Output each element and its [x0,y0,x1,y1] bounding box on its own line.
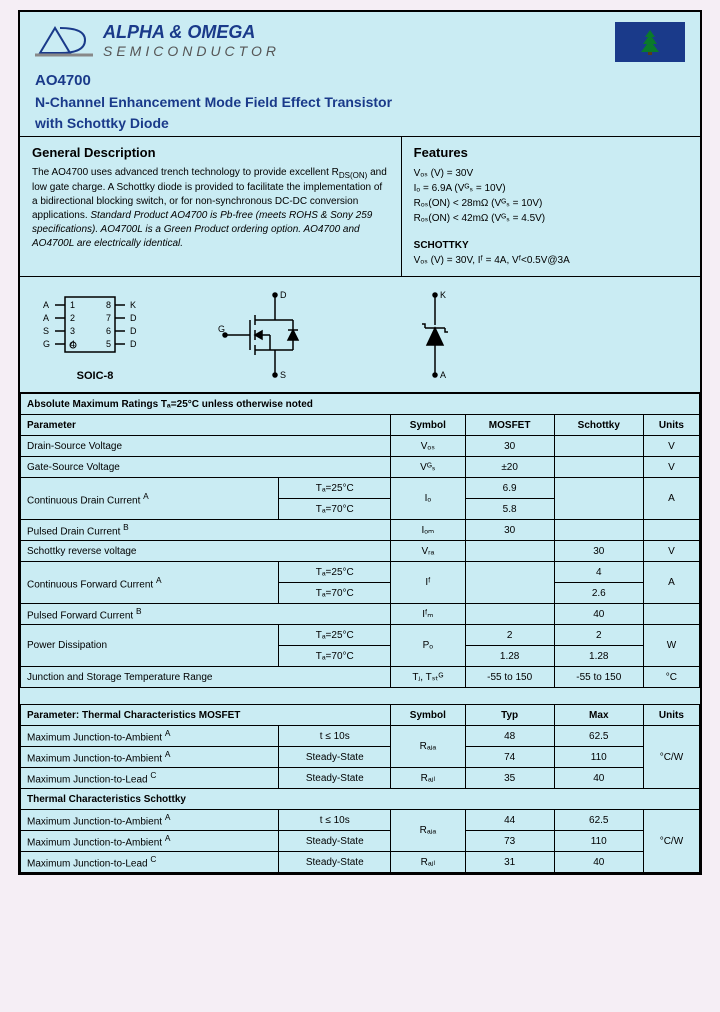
thermal-mosfet-heading: Parameter: Thermal Characteristics MOSFE… [21,705,391,726]
table-row: Pulsed Forward Current B Iᶠₘ 40 [21,604,700,625]
col-parameter: Parameter [21,415,391,436]
feature-line-3: Rₒₛ(ON) < 42mΩ (Vᴳₛ = 4.5V) [414,211,688,226]
col-units: Units [643,415,699,436]
logo-area: ALPHA & OMEGA SEMICONDUCTOR [35,22,280,59]
col-schottky: Schottky [554,415,643,436]
table-row: Junction and Storage Temperature Range T… [21,667,700,688]
table-row: Continuous Drain Current A Tₐ=25°C Iₒ 6.… [21,478,700,499]
table-row: Gate-Source Voltage Vᴳₛ ±20 V [21,457,700,478]
svg-text:4: 4 [70,339,75,349]
svg-text:1: 1 [70,300,75,310]
feature-line-2: Rₒₛ(ON) < 28mΩ (Vᴳₛ = 10V) [414,196,688,211]
diagram-row: A 1 8 K A 2 7 D S 3 6 D G 4 5 D SOIC-8 [20,277,700,393]
package-diagram: A 1 8 K A 2 7 D S 3 6 D G 4 5 D SOIC-8 [35,287,155,382]
svg-text:7: 7 [106,313,111,323]
svg-text:8: 8 [106,300,111,310]
table-row: Continuous Forward Current A Tₐ=25°C Iᶠ … [21,562,700,583]
svg-text:A: A [43,300,49,310]
col-mosfet: MOSFET [465,415,554,436]
svg-text:G: G [218,324,225,334]
svg-text:S: S [280,370,286,380]
datasheet-page: ALPHA & OMEGA SEMICONDUCTOR AO4700 N-Cha… [18,10,702,875]
svg-text:3: 3 [70,326,75,336]
mosfet-schematic-icon: D G S [215,290,345,380]
table-row: Schottky reverse voltage Vᵣₐ 30 V [21,541,700,562]
svg-text:K: K [130,300,136,310]
svg-text:D: D [130,313,137,323]
svg-text:D: D [130,326,137,336]
description-heading: General Description [32,145,389,160]
table-row: Maximum Junction-to-Ambient A Steady-Sta… [21,747,700,768]
table-row: Power Dissipation Tₐ=25°C Pₒ 2 2 W [21,625,700,646]
feature-line-1: Iₒ = 6.9A (Vᴳₛ = 10V) [414,181,688,196]
table-row: Maximum Junction-to-Ambient A t ≤ 10s Rₐ… [21,726,700,747]
table-row: Maximum Junction-to-Lead C Steady-State … [21,852,700,873]
col-units: Units [643,705,699,726]
feature-line-0: Vₒₛ (V) = 30V [414,166,688,181]
table-row: Pulsed Drain Current B Iₒₘ 30 [21,520,700,541]
schottky-line: Vₒₛ (V) = 30V, Iᶠ = 4A, Vᶠ<0.5V@3A [414,253,688,268]
svg-text:D: D [280,290,287,300]
svg-text:6: 6 [106,326,111,336]
part-title-line1: N-Channel Enhancement Mode Field Effect … [20,94,700,115]
svg-text:K: K [440,290,446,300]
tree-icon [635,27,665,57]
features-heading: Features [414,145,688,160]
svg-text:G: G [43,339,50,349]
package-label: SOIC-8 [35,370,155,382]
svg-text:D: D [130,339,137,349]
part-number: AO4700 [20,67,700,94]
desc-text-1: The AO4700 uses advanced trench technolo… [32,167,339,178]
company-subtitle: SEMICONDUCTOR [103,43,280,59]
table-row: Maximum Junction-to-Ambient A Steady-Sta… [21,831,700,852]
schottky-heading: SCHOTTKY [414,238,688,253]
table-gap [21,688,700,705]
table-row: Maximum Junction-to-Lead C Steady-State … [21,768,700,789]
schottky-schematic-icon: K A [405,290,465,380]
description-text: The AO4700 uses advanced trench technolo… [32,166,389,251]
col-max: Max [554,705,643,726]
svg-text:5: 5 [106,339,111,349]
col-symbol: Symbol [391,415,465,436]
header: ALPHA & OMEGA SEMICONDUCTOR [20,12,700,67]
table-row: Drain-Source Voltage Vₒₛ 30 V [21,436,700,457]
part-title-line2: with Schottky Diode [20,115,700,136]
company-logo-icon [35,23,95,58]
svg-text:A: A [43,313,49,323]
general-description: General Description The AO4700 uses adva… [20,137,402,276]
svg-text:S: S [43,326,49,336]
pb-free-badge [615,22,685,62]
col-typ: Typ [465,705,554,726]
col-symbol: Symbol [391,705,465,726]
svg-text:A: A [440,370,446,380]
description-section: General Description The AO4700 uses adva… [20,136,700,277]
features-column: Features Vₒₛ (V) = 30V Iₒ = 6.9A (Vᴳₛ = … [402,137,700,276]
svg-text:2: 2 [70,313,75,323]
abs-max-title: Absolute Maximum Ratings Tₐ=25°C unless … [21,394,700,415]
thermal-schottky-heading: Thermal Characteristics Schottky [21,789,700,810]
company-name: ALPHA & OMEGA [103,22,280,43]
table-row: Maximum Junction-to-Ambient A t ≤ 10s Rₐ… [21,810,700,831]
abs-max-table: Absolute Maximum Ratings Tₐ=25°C unless … [20,393,700,873]
